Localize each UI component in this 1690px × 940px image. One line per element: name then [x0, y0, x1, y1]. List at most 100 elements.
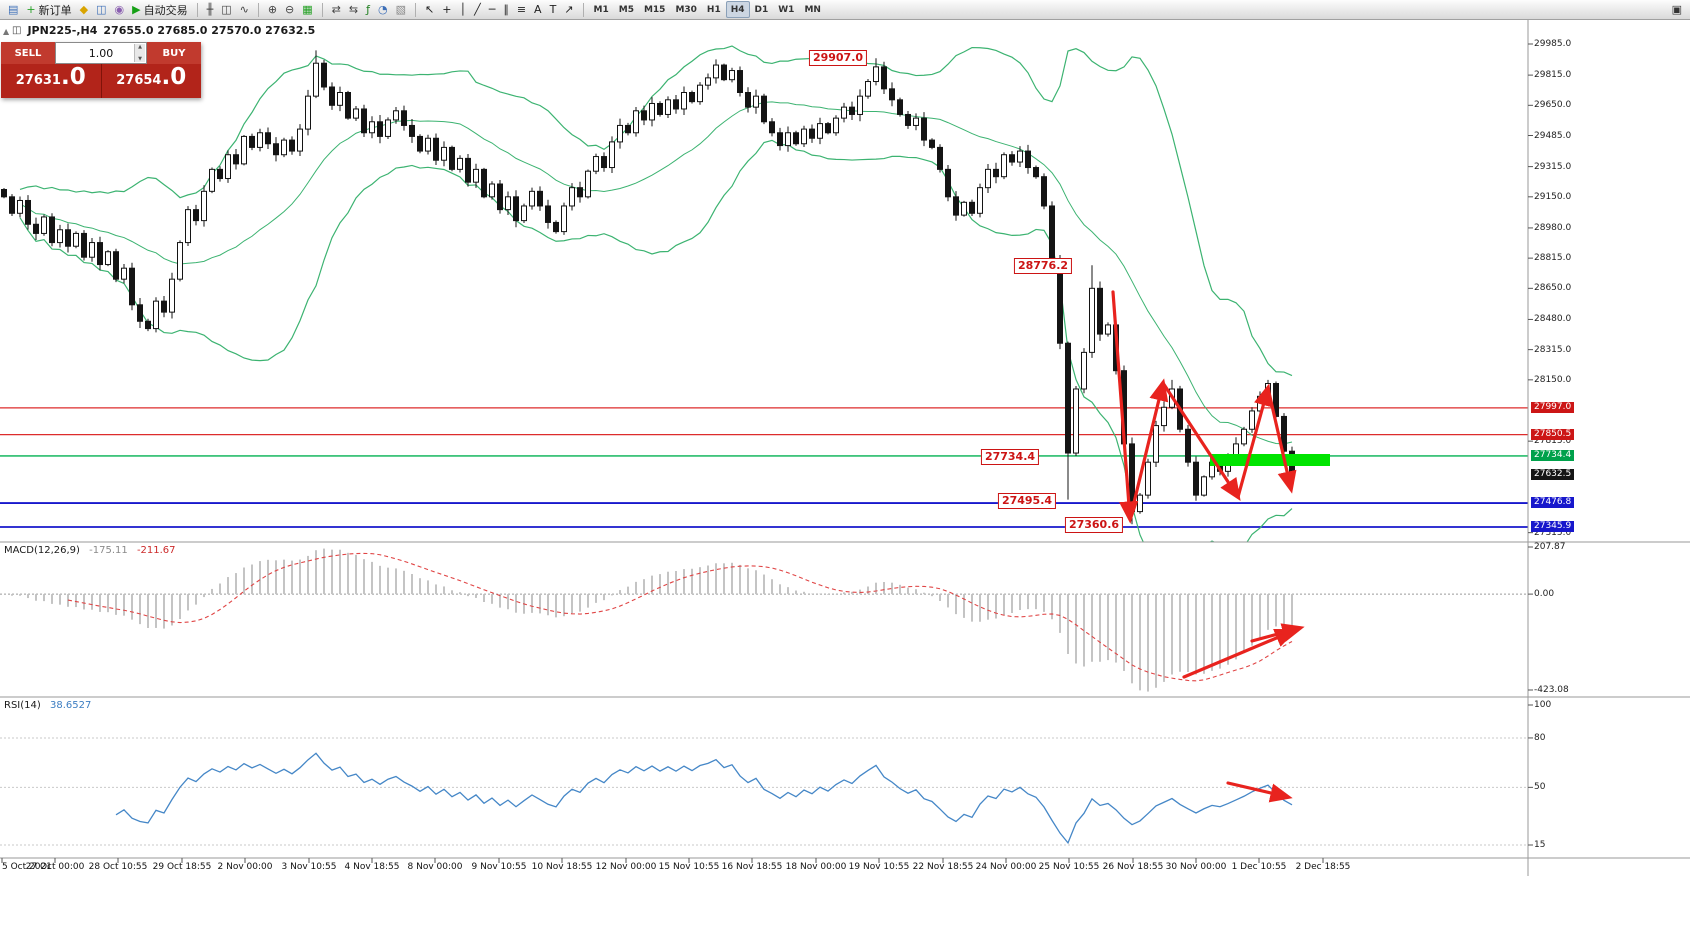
zoom-out-icon: ⊖ [285, 3, 295, 16]
sell-price[interactable]: 27631 .0 [1, 64, 101, 98]
macd-signal-value: -211.67 [136, 545, 176, 556]
data-window-icon: ◫ [96, 3, 107, 16]
toolbar-separator [415, 2, 416, 17]
spinner-up-icon[interactable]: ▲ [138, 44, 142, 50]
support-zone-rect[interactable] [1210, 454, 1330, 466]
tf-m5-label: M5 [618, 4, 634, 15]
new-order-button[interactable]: + 新订单 [22, 1, 75, 18]
time-tick-label: 27 Oct 00:00 [25, 862, 85, 872]
fibonacci-tool[interactable]: ≡ [513, 1, 530, 18]
arrows-tool-icon: ↗ [564, 3, 574, 16]
buy-price[interactable]: 27654 .0 [100, 64, 202, 98]
terminal[interactable]: ◉ [111, 1, 129, 18]
arrows-tool[interactable]: ↗ [560, 1, 577, 18]
price-tick-label: 28150.0 [1534, 374, 1572, 385]
volume-spinner[interactable]: ▲ ▼ [134, 44, 145, 62]
price-callout[interactable]: 29907.0 [808, 50, 868, 66]
price-callout[interactable]: 27734.4 [980, 449, 1040, 465]
rsi-tick-label: 50 [1534, 782, 1546, 793]
fibonacci-tool-icon: ≡ [516, 3, 527, 16]
rsi-line [115, 752, 1293, 845]
zoom-out[interactable]: ⊖ [281, 1, 298, 18]
horizontal-line-tool-icon: ─ [488, 3, 496, 16]
tf-m30-label: M30 [675, 4, 697, 15]
price-level-label: 27850.5 [1531, 428, 1575, 440]
tf-mn[interactable]: MN [799, 1, 826, 18]
crosshair-tool[interactable]: + [438, 1, 455, 18]
vertical-line-tool-icon: │ [459, 3, 467, 16]
price-tick-label: 29485.0 [1534, 130, 1572, 141]
channel-tool[interactable]: ∥ [499, 1, 513, 18]
bollinger-lower-band [19, 139, 1293, 542]
price-callout[interactable]: 27495.4 [997, 493, 1057, 509]
tile-windows[interactable]: ▦ [298, 1, 316, 18]
candlestick-mode[interactable]: ◫ [217, 1, 235, 18]
channel-tool-icon: ∥ [503, 3, 509, 16]
price-tick-label: 29815.0 [1534, 70, 1572, 81]
main-price-panel [0, 45, 1528, 542]
text-tool[interactable]: A [530, 1, 546, 18]
macd-tick-label: 207.87 [1534, 542, 1566, 552]
price-callout[interactable]: 28776.2 [1013, 258, 1073, 274]
price-tick-label: 29315.0 [1534, 161, 1572, 172]
horizontal-line-tool[interactable]: ─ [485, 1, 500, 18]
zoom-in[interactable]: ⊕ [264, 1, 281, 18]
macd-panel [0, 548, 1528, 692]
market-watch[interactable]: ◆ [76, 1, 92, 18]
chart-shift[interactable]: ⇆ [345, 1, 362, 18]
chart-shift-icon: ⇆ [348, 3, 359, 16]
tf-h4[interactable]: H4 [725, 1, 750, 18]
vertical-line-tool[interactable]: │ [455, 1, 470, 18]
time-tick-label: 29 Oct 18:55 [152, 862, 212, 872]
cursor-tool[interactable]: ↖ [421, 1, 438, 18]
bar-chart-mode[interactable]: ╫ [203, 1, 218, 18]
line-chart-mode[interactable]: ∿ [236, 1, 253, 18]
one-click-collapse-icon[interactable]: ▲ [3, 27, 10, 36]
indicators-list-icon: ƒ [366, 3, 370, 16]
buy-button[interactable]: BUY [147, 42, 201, 64]
price-tick-label: 28980.0 [1534, 222, 1572, 233]
tf-d1[interactable]: D1 [750, 1, 774, 18]
chart-canvas[interactable] [0, 20, 1690, 940]
periods[interactable]: ◔ [374, 1, 392, 18]
tf-h4-label: H4 [730, 4, 745, 15]
time-tick-label: 25 Nov 10:55 [1038, 862, 1100, 872]
auto-scroll[interactable]: ⇄ [328, 1, 345, 18]
tf-m30[interactable]: M30 [670, 1, 701, 18]
new-chart[interactable]: ▤ [4, 1, 22, 18]
candlestick-mode-icon: ◫ [221, 3, 232, 16]
tf-w1[interactable]: W1 [773, 1, 799, 18]
autotrading-button[interactable]: ▶ 自动交易 [128, 1, 191, 18]
chart-symbol-period: JPN225-,H4 [27, 24, 98, 37]
line-chart-mode-icon: ∿ [239, 3, 249, 16]
tf-m15[interactable]: M15 [639, 1, 670, 18]
volume-value: 1.00 [88, 46, 114, 60]
time-axis[interactable]: 5 Oct 2021 27 Oct 00:00 28 Oct 10:55 29 Oct… [0, 858, 1528, 876]
price-tick-label: 28815.0 [1534, 253, 1572, 264]
time-tick-label: 2 Dec 18:55 [1295, 862, 1351, 872]
volume-field[interactable]: 1.00 ▲ ▼ [55, 42, 147, 64]
templates[interactable]: ▧ [392, 1, 410, 18]
macd-header: MACD(12,26,9) -175.11 -211.67 [4, 545, 176, 556]
price-callout[interactable]: 27360.6 [1064, 517, 1124, 533]
bollinger-middle-band [19, 101, 1293, 445]
dock-panel[interactable]: ▣ [1668, 1, 1686, 18]
spinner-down-icon[interactable]: ▼ [138, 56, 142, 62]
indicators-list[interactable]: ƒ [362, 1, 374, 18]
tf-d1-label: D1 [754, 4, 769, 15]
price-axis[interactable]: 29985.0 29815.0 29650.0 29485.0 29315.0 29150… [1528, 20, 1690, 876]
one-click-trading-panel[interactable]: SELL 1.00 ▲ ▼ BUY 27631 .0 27654 .0 [1, 42, 201, 98]
time-tick-label: 24 Nov 00:00 [975, 862, 1037, 872]
data-window[interactable]: ◫ [92, 1, 110, 18]
time-tick-label: 22 Nov 18:55 [912, 862, 974, 872]
panel-separators [0, 20, 1690, 876]
trendline-tool[interactable]: ╱ [470, 1, 485, 18]
zoom-in-icon: ⊕ [267, 3, 278, 16]
tf-h1[interactable]: H1 [702, 1, 726, 18]
tf-m1[interactable]: M1 [589, 1, 614, 18]
sell-button[interactable]: SELL [1, 42, 55, 64]
autotrading-button-icon: ▶ [132, 3, 141, 16]
tf-m5[interactable]: M5 [614, 1, 639, 18]
trend-arrows[interactable] [1111, 290, 1305, 803]
text-label-tool[interactable]: T [546, 1, 561, 18]
